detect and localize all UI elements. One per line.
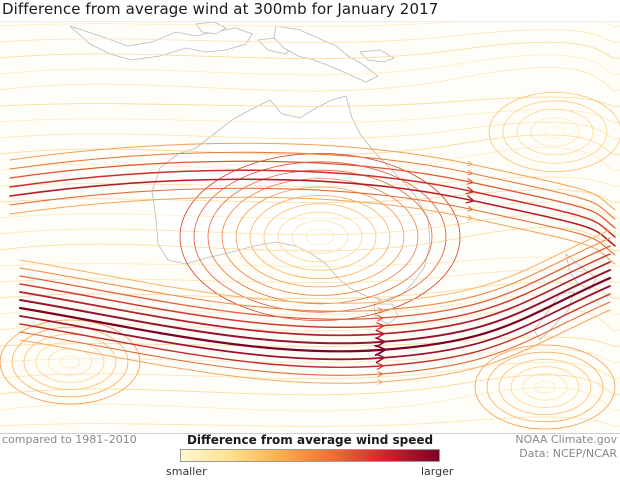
streamline xyxy=(221,178,419,296)
streamline xyxy=(19,229,611,303)
streamline xyxy=(9,151,616,220)
streamline xyxy=(9,142,616,211)
legend-low-label: smaller xyxy=(166,465,207,478)
streamline xyxy=(474,344,616,430)
streamline xyxy=(0,189,620,203)
streamline xyxy=(23,334,117,390)
streamline xyxy=(0,307,620,332)
streamline xyxy=(19,253,611,327)
streamline xyxy=(0,22,620,27)
streamline xyxy=(249,195,391,279)
streamline xyxy=(9,160,616,229)
streamline xyxy=(0,29,620,43)
streamline xyxy=(291,220,349,254)
map-title: Difference from average wind at 300mb fo… xyxy=(2,0,439,18)
island-outline xyxy=(359,49,395,63)
streamline xyxy=(59,355,81,369)
streamline xyxy=(11,326,129,398)
legend-color-bar xyxy=(180,449,440,462)
streamline xyxy=(9,178,616,247)
streamline xyxy=(19,285,611,359)
streamline xyxy=(510,366,580,408)
streamline xyxy=(0,41,620,60)
streamline xyxy=(534,380,556,394)
streamline xyxy=(47,348,93,376)
streamline xyxy=(19,245,611,319)
streamline xyxy=(19,301,611,375)
streamline xyxy=(502,100,608,164)
streamline xyxy=(544,125,566,139)
credit-data: Data: NCEP/NCAR xyxy=(519,447,617,460)
streamline xyxy=(0,67,620,92)
streamline xyxy=(0,109,620,123)
wind-map-canvas xyxy=(0,22,620,430)
streamline xyxy=(18,276,612,351)
streamline xyxy=(235,186,405,288)
wind-map xyxy=(0,21,620,434)
streamline xyxy=(0,147,620,172)
indonesia-outline xyxy=(69,25,253,61)
streamline xyxy=(0,361,620,380)
streamline xyxy=(19,269,611,343)
streamline xyxy=(0,121,620,140)
streamline xyxy=(193,161,447,313)
streamline xyxy=(530,117,580,147)
streamline xyxy=(19,237,611,311)
streamline xyxy=(0,349,620,363)
credits: NOAA Climate.gov Data: NCEP/NCAR xyxy=(515,433,617,461)
legend-high-label: larger xyxy=(421,465,454,478)
streamline xyxy=(277,211,363,263)
streamline xyxy=(9,196,616,265)
streamline xyxy=(486,351,604,423)
streamline xyxy=(522,373,568,401)
streamline xyxy=(0,256,620,267)
streamline xyxy=(0,201,620,220)
streamline xyxy=(0,387,620,412)
streamline xyxy=(0,134,620,156)
streamline xyxy=(179,153,461,321)
legend-title: Difference from average wind speed xyxy=(186,433,434,447)
streamline xyxy=(19,293,611,367)
streamline xyxy=(263,203,377,271)
wind-streamlines xyxy=(0,22,620,430)
tasmania-outline xyxy=(373,303,399,325)
streamline xyxy=(0,374,620,396)
streamline xyxy=(9,187,616,256)
streamline xyxy=(516,108,594,156)
streamline xyxy=(9,169,616,238)
streamline xyxy=(0,54,620,76)
streamline xyxy=(19,309,611,383)
streamline xyxy=(0,294,620,316)
streamline xyxy=(35,341,105,383)
streamline xyxy=(488,92,620,172)
streamline xyxy=(498,359,592,415)
baseline-note: compared to 1981–2010 xyxy=(2,433,137,446)
streamline xyxy=(0,96,620,107)
new-zealand-outline xyxy=(533,291,575,341)
new-guinea-outline xyxy=(273,25,379,83)
streamline xyxy=(305,228,335,246)
credit-source: NOAA Climate.gov xyxy=(515,433,617,446)
streamline xyxy=(0,416,620,427)
streamline xyxy=(19,261,611,335)
